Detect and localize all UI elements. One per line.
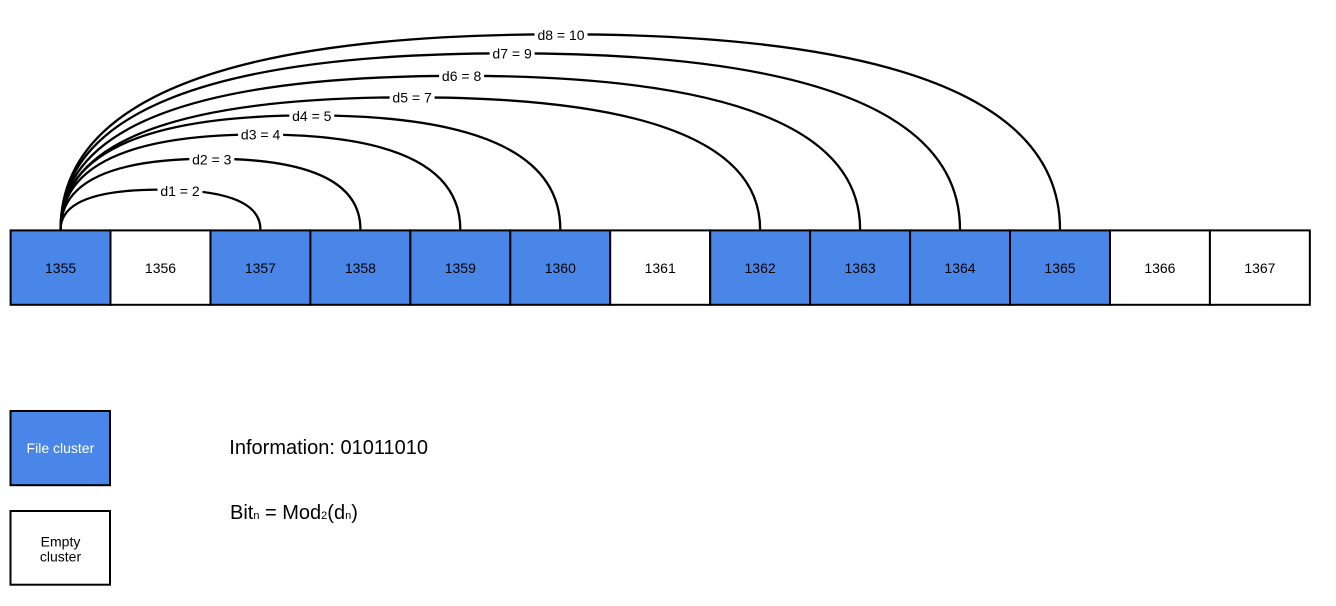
svg-text:1358: 1358 bbox=[345, 260, 376, 276]
svg-text:1359: 1359 bbox=[445, 260, 476, 276]
svg-text:1356: 1356 bbox=[145, 260, 176, 276]
svg-text:1365: 1365 bbox=[1044, 260, 1075, 276]
svg-text:1360: 1360 bbox=[545, 260, 576, 276]
svg-text:1355: 1355 bbox=[45, 260, 76, 276]
svg-text:1361: 1361 bbox=[645, 260, 676, 276]
svg-text:Bitn = Mod2(dn): Bitn = Mod2(dn) bbox=[230, 502, 358, 524]
svg-text:1364: 1364 bbox=[944, 260, 975, 276]
svg-text:d3 = 4: d3 = 4 bbox=[241, 127, 281, 143]
svg-text:File cluster: File cluster bbox=[27, 440, 95, 456]
svg-text:d8 = 10: d8 = 10 bbox=[537, 27, 584, 43]
svg-text:d4 = 5: d4 = 5 bbox=[292, 108, 332, 124]
svg-text:1367: 1367 bbox=[1244, 260, 1275, 276]
svg-text:d6 = 8: d6 = 8 bbox=[442, 68, 482, 84]
svg-text:d5 = 7: d5 = 7 bbox=[392, 89, 432, 105]
svg-text:cluster: cluster bbox=[40, 548, 82, 564]
svg-text:d2 = 3: d2 = 3 bbox=[192, 152, 232, 168]
svg-text:Information: 01011010: Information: 01011010 bbox=[229, 437, 428, 459]
svg-text:1357: 1357 bbox=[245, 260, 276, 276]
svg-text:1366: 1366 bbox=[1144, 260, 1175, 276]
svg-text:1363: 1363 bbox=[845, 260, 876, 276]
svg-text:d7 = 9: d7 = 9 bbox=[492, 45, 532, 61]
svg-text:d1 = 2: d1 = 2 bbox=[160, 183, 200, 199]
svg-text:Empty: Empty bbox=[41, 534, 81, 550]
svg-text:1362: 1362 bbox=[745, 260, 776, 276]
